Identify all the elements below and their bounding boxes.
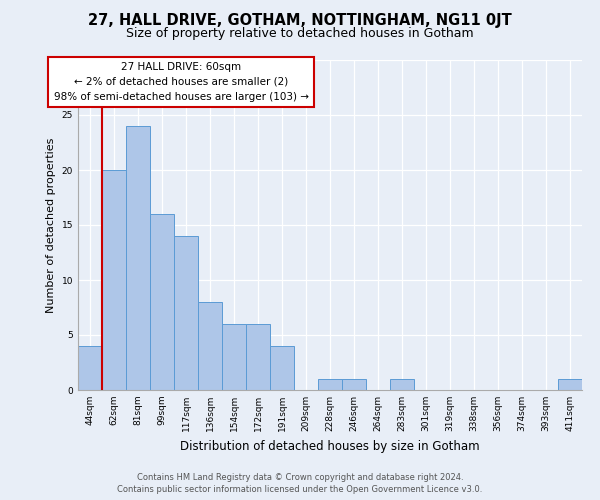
- Bar: [342, 379, 366, 390]
- Bar: [390, 379, 414, 390]
- X-axis label: Distribution of detached houses by size in Gotham: Distribution of detached houses by size …: [180, 440, 480, 452]
- Text: Size of property relative to detached houses in Gotham: Size of property relative to detached ho…: [126, 28, 474, 40]
- Bar: [222, 324, 246, 390]
- Bar: [126, 126, 150, 390]
- Bar: [150, 214, 174, 390]
- Bar: [318, 379, 342, 390]
- Text: 27, HALL DRIVE, GOTHAM, NOTTINGHAM, NG11 0JT: 27, HALL DRIVE, GOTHAM, NOTTINGHAM, NG11…: [88, 12, 512, 28]
- Text: Contains HM Land Registry data © Crown copyright and database right 2024.
Contai: Contains HM Land Registry data © Crown c…: [118, 472, 482, 494]
- Bar: [198, 302, 222, 390]
- Text: 27 HALL DRIVE: 60sqm
← 2% of detached houses are smaller (2)
98% of semi-detache: 27 HALL DRIVE: 60sqm ← 2% of detached ho…: [53, 62, 309, 102]
- Bar: [558, 379, 582, 390]
- Bar: [246, 324, 270, 390]
- Bar: [174, 236, 198, 390]
- Bar: [78, 346, 102, 390]
- Bar: [270, 346, 294, 390]
- Bar: [102, 170, 126, 390]
- Y-axis label: Number of detached properties: Number of detached properties: [46, 138, 56, 312]
